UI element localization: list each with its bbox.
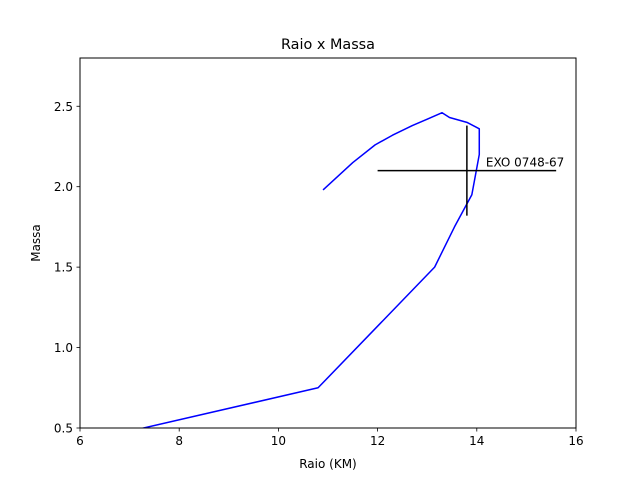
series-line-0	[140, 111, 481, 428]
x-tick-label: 8	[175, 434, 183, 448]
x-axis-label: Raio (KM)	[299, 457, 357, 471]
x-axis-ticks: 6 8 10 12 14 16	[76, 428, 584, 448]
x-tick-label: 12	[370, 434, 385, 448]
y-tick-label: 2.5	[54, 100, 73, 114]
y-tick-label: 0.5	[54, 422, 73, 436]
y-axis-label: Massa	[29, 224, 43, 262]
y-tick-label: 1.5	[54, 261, 73, 275]
annotation-label: EXO 0748-67	[486, 156, 564, 170]
plot-area	[140, 111, 557, 428]
y-tick-label: 1.0	[54, 341, 73, 355]
chart-title: Raio x Massa	[281, 37, 375, 53]
x-tick-label: 16	[568, 434, 583, 448]
y-tick-label: 2.0	[54, 180, 73, 194]
y-axis-ticks: 0.5 1.0 1.5 2.0 2.5	[54, 100, 80, 436]
x-tick-label: 6	[76, 434, 84, 448]
x-tick-label: 14	[469, 434, 484, 448]
x-tick-label: 10	[271, 434, 286, 448]
axes-frame	[79, 57, 577, 429]
